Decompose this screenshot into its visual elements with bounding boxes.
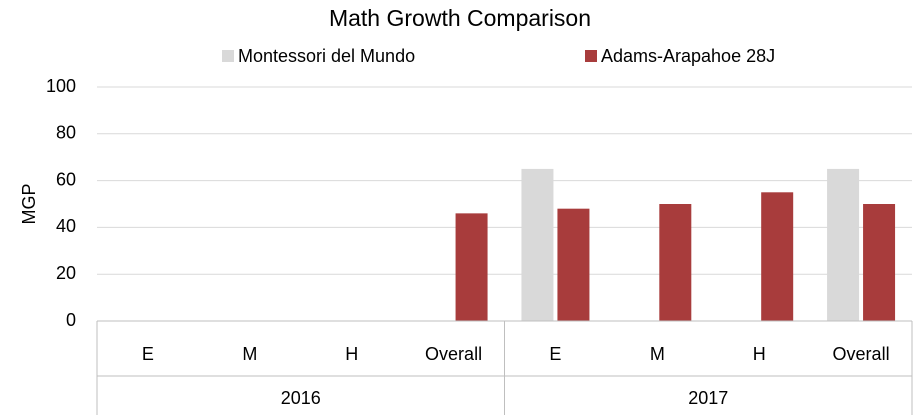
y-tick-label: 20 [56, 263, 76, 283]
chart-title: Math Growth Comparison [329, 5, 591, 31]
y-axis-label: MGP [19, 183, 39, 224]
legend-swatch [585, 50, 597, 62]
legend-swatch [222, 50, 234, 62]
group-label: 2017 [688, 388, 728, 408]
bar [659, 204, 692, 321]
bar [761, 192, 794, 321]
x-tick-label: H [345, 344, 358, 364]
x-tick-label: M [650, 344, 665, 364]
y-tick-label: 60 [56, 169, 76, 189]
y-tick-label: 100 [46, 76, 76, 96]
y-tick-label: 80 [56, 123, 76, 143]
bar [557, 208, 590, 321]
group-label: 2016 [281, 388, 321, 408]
bar [863, 204, 896, 321]
bar [827, 168, 860, 321]
x-tick-label: M [242, 344, 257, 364]
legend-label: Montessori del Mundo [238, 46, 415, 66]
x-tick-label: Overall [425, 344, 482, 364]
x-tick-label: H [753, 344, 766, 364]
y-tick-label: 0 [66, 310, 76, 330]
bar [455, 213, 488, 321]
legend-label: Adams-Arapahoe 28J [601, 46, 775, 66]
y-tick-label: 40 [56, 216, 76, 236]
x-tick-label: E [549, 344, 561, 364]
bar [521, 168, 554, 321]
x-tick-label: E [142, 344, 154, 364]
x-tick-label: Overall [833, 344, 890, 364]
